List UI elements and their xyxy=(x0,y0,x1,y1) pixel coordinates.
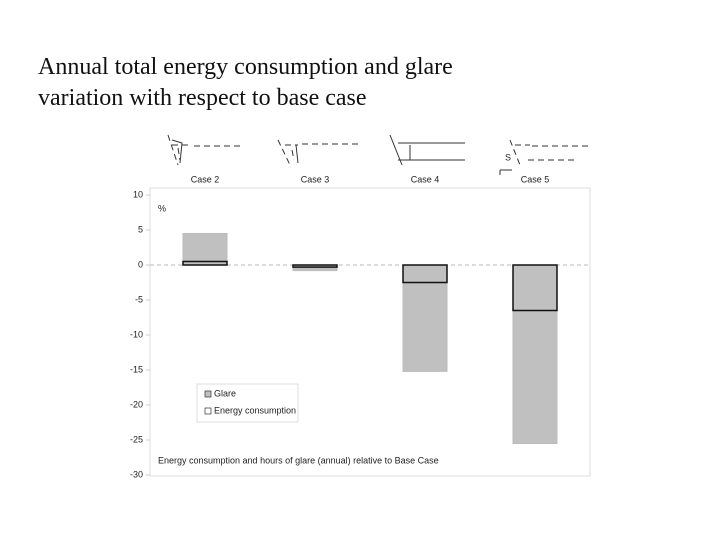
slide-title: Annual total energy consumption and glar… xyxy=(38,54,453,111)
x-tick-label: Case 3 xyxy=(301,174,330,184)
legend-label: Glare xyxy=(214,388,236,398)
plot-frame xyxy=(149,187,591,477)
bar xyxy=(402,264,448,372)
legend-swatch xyxy=(204,407,212,415)
y-tick-label: -15 xyxy=(130,364,143,374)
y-tick-label: -20 xyxy=(130,399,143,409)
y-tick-label: 5 xyxy=(138,224,143,234)
bar xyxy=(512,264,558,444)
x-axis-label: Energy consumption and hours of glare (a… xyxy=(158,455,439,465)
legend-label: Energy consumption xyxy=(214,405,296,415)
x-tick-label: Case 5 xyxy=(521,174,550,184)
legend-swatch xyxy=(204,390,212,398)
y-tick-label: -30 xyxy=(130,469,143,479)
y-tick-label: -5 xyxy=(135,294,143,304)
y-tick-label: -10 xyxy=(130,329,143,339)
x-tick-label: Case 2 xyxy=(191,174,220,184)
sketch-label: S xyxy=(505,152,511,162)
bar xyxy=(182,233,228,266)
bar xyxy=(402,264,448,284)
y-tick-label: -25 xyxy=(130,434,143,444)
bar xyxy=(182,260,228,266)
bar xyxy=(512,264,558,312)
bar xyxy=(292,264,338,268)
y-tick-label: 0 xyxy=(138,259,143,269)
legend-box xyxy=(196,383,299,423)
y-tick-label: 10 xyxy=(133,189,143,199)
x-tick-label: Case 4 xyxy=(411,174,440,184)
y-axis-label: % xyxy=(158,203,166,213)
case-sketches xyxy=(167,134,590,175)
